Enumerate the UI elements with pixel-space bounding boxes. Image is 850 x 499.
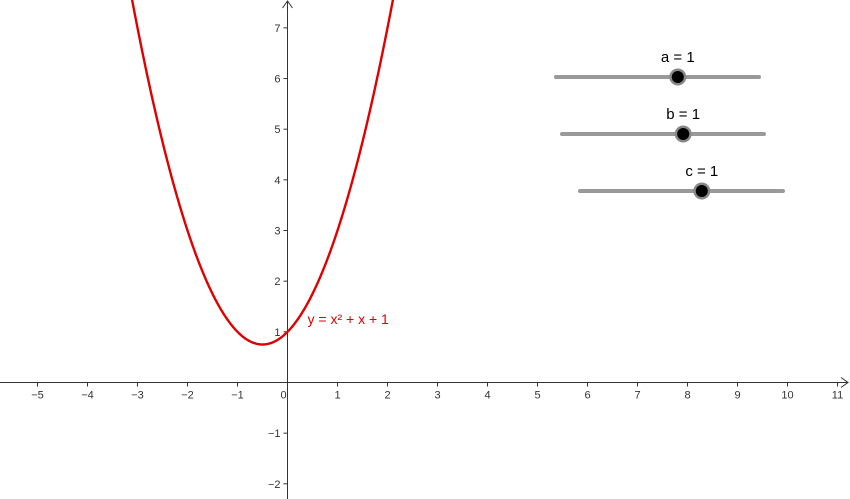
- x-tick-label: 3: [434, 389, 440, 401]
- x-tick-label: 6: [584, 389, 590, 401]
- x-tick-label: 9: [734, 389, 740, 401]
- parabola-curve[interactable]: [129, 0, 396, 346]
- x-tick-label: −2: [181, 389, 194, 401]
- x-tick-label: 0: [280, 389, 286, 401]
- x-tick-label: 4: [484, 389, 490, 401]
- slider-label: b = 1: [666, 106, 700, 123]
- y-tick-label: 4: [274, 175, 280, 187]
- y-tick-label: 3: [274, 226, 280, 238]
- y-tick-label: 2: [274, 276, 280, 288]
- x-tick-label: 10: [781, 389, 793, 401]
- y-axis-arrow-icon: [282, 0, 293, 9]
- y-tick-label: 6: [274, 74, 280, 86]
- x-tick-label: 8: [684, 389, 690, 401]
- x-axis-arrow-icon: [840, 377, 849, 388]
- curve-labels: y = x² + x + 1: [308, 311, 390, 327]
- x-tick-label: 11: [832, 389, 843, 401]
- y-tick-label: 1: [274, 327, 280, 339]
- x-tick-label: −1: [231, 389, 244, 401]
- slider-label: c = 1: [685, 163, 718, 180]
- x-tick-label: 5: [534, 389, 540, 401]
- x-tick-label: −3: [131, 389, 144, 401]
- y-tick-label: −2: [268, 479, 281, 491]
- x-tick-label: 2: [384, 389, 390, 401]
- x-tick-label: −5: [31, 389, 44, 401]
- x-tick-label: 7: [634, 389, 640, 401]
- y-tick-label: 7: [274, 23, 280, 35]
- slider-b[interactable]: b = 1: [560, 106, 766, 143]
- curve-equation-label: y = x² + x + 1: [308, 311, 390, 327]
- x-tick-label: −4: [81, 389, 94, 401]
- slider-knob[interactable]: [695, 185, 708, 197]
- function-curves[interactable]: [129, 0, 396, 346]
- axis-ticks: −5 −4 −3 −2 −1 0 1 2 3 4 5 6 7 8 9 10 11 −2 −1 1 2 3 4 5 6 7: [31, 23, 843, 491]
- slider-a[interactable]: a = 1: [554, 49, 761, 86]
- slider-label: a = 1: [661, 49, 695, 66]
- slider-knob[interactable]: [671, 71, 684, 83]
- y-tick-label: −1: [268, 428, 281, 440]
- sliders-panel[interactable]: a = 1 b = 1 c = 1: [554, 49, 785, 200]
- slider-c[interactable]: c = 1: [578, 163, 785, 200]
- x-tick-label: 1: [334, 389, 340, 401]
- y-tick-label: 5: [274, 124, 280, 136]
- slider-knob[interactable]: [677, 128, 690, 140]
